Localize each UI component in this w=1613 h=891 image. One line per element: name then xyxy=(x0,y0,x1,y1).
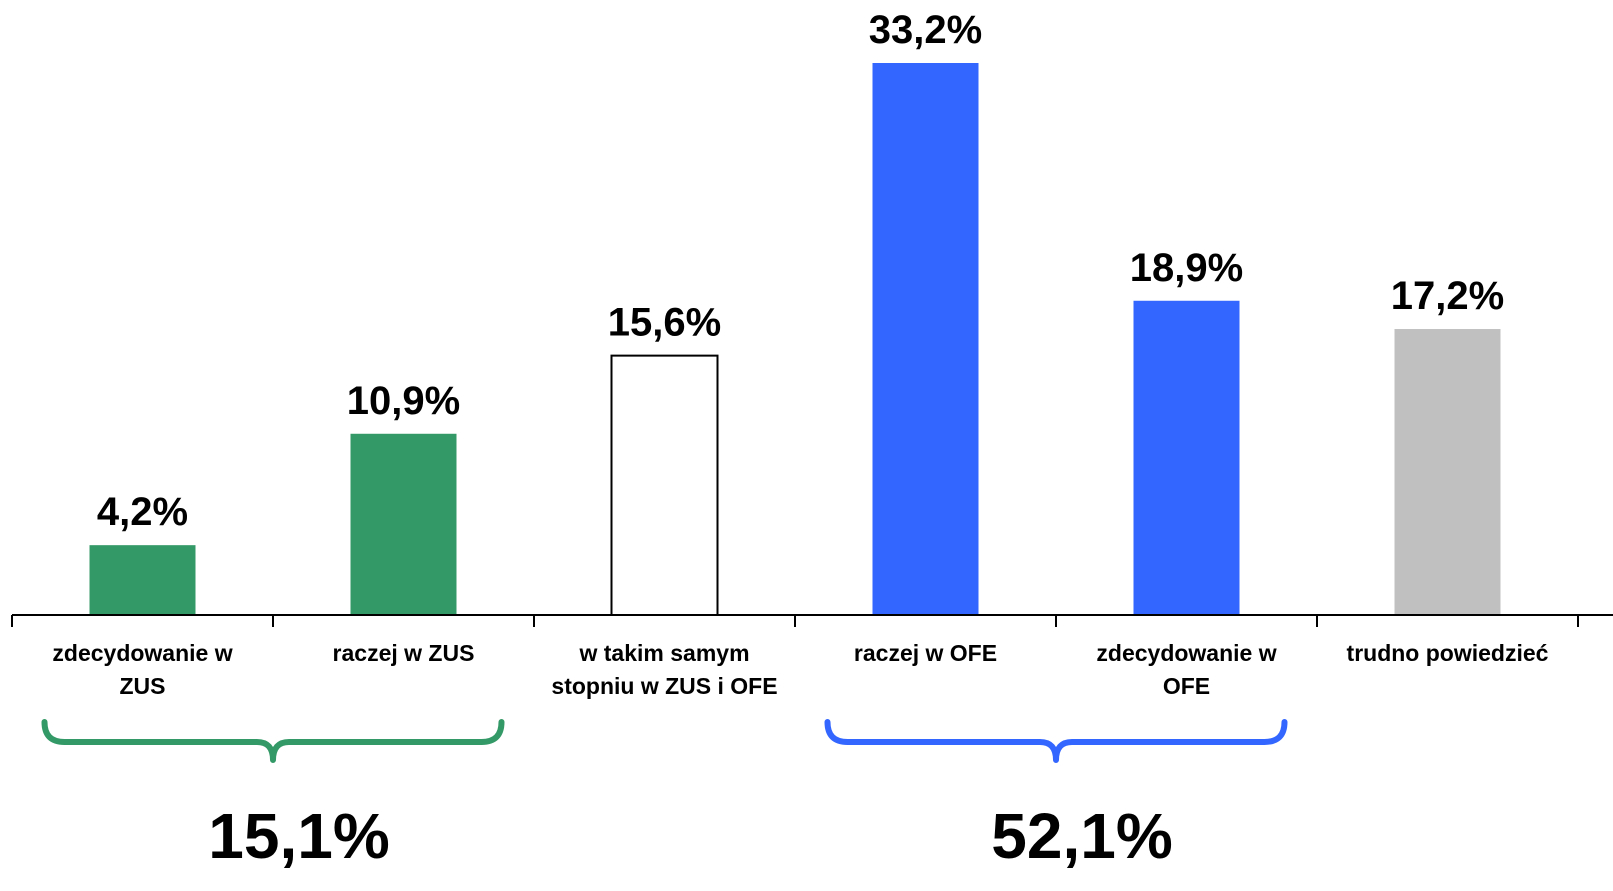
category-label-3: raczej w OFE xyxy=(854,640,997,666)
category-label-line: OFE xyxy=(1163,673,1210,699)
value-label-2: 15,6% xyxy=(608,301,721,345)
bar-2 xyxy=(610,354,719,616)
bar-0 xyxy=(89,545,196,615)
bar-3 xyxy=(872,63,979,615)
bars-layer xyxy=(89,63,1501,616)
category-label-line: stopniu w ZUS i OFE xyxy=(551,673,777,699)
category-label-line: ZUS xyxy=(120,673,166,699)
category-label-line: trudno powiedzieć xyxy=(1347,640,1549,666)
category-label-line: w takim samym xyxy=(578,640,749,666)
group-brace-1 xyxy=(824,719,1288,763)
value-label-3: 33,2% xyxy=(869,8,982,52)
value-label-5: 17,2% xyxy=(1391,274,1504,318)
category-labels-layer: zdecydowanie w ZUS raczej w ZUS w takim sam… xyxy=(52,640,1548,699)
category-label-4: zdecydowanie w OFE xyxy=(1096,640,1276,699)
value-label-4: 18,9% xyxy=(1130,246,1243,290)
category-label-5: trudno powiedzieć xyxy=(1347,640,1549,666)
category-label-line: raczej w ZUS xyxy=(333,640,475,666)
x-axis xyxy=(11,614,1613,627)
bar-4 xyxy=(1133,300,1240,615)
category-label-0: zdecydowanie w ZUS xyxy=(52,640,232,699)
value-labels-layer: 4,2% 10,9% 15,6% 33,2% 18,9% 17,2% xyxy=(97,8,1504,534)
category-label-line: zdecydowanie w xyxy=(1096,640,1276,666)
category-label-1: raczej w ZUS xyxy=(333,640,475,666)
value-label-0: 4,2% xyxy=(97,490,188,534)
bar-5 xyxy=(1394,329,1501,615)
group-brace-0 xyxy=(41,719,505,763)
category-label-2: w takim samym stopniu w ZUS i OFE xyxy=(551,640,777,699)
category-label-line: zdecydowanie w xyxy=(52,640,232,666)
group-total-1: 52,1% xyxy=(991,800,1172,872)
value-label-1: 10,9% xyxy=(347,379,460,423)
category-label-line: raczej w OFE xyxy=(854,640,997,666)
bar-1 xyxy=(350,433,457,615)
group-brackets-layer: 15,1% 52,1% xyxy=(41,719,1288,872)
group-total-0: 15,1% xyxy=(208,800,389,872)
